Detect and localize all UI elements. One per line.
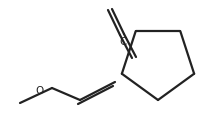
Text: C: C bbox=[119, 37, 127, 47]
Text: O: O bbox=[36, 86, 44, 96]
